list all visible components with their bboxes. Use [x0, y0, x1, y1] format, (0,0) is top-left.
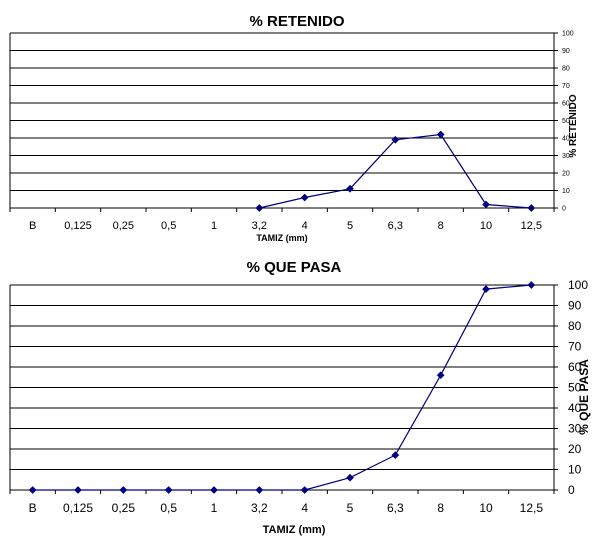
data-point-marker — [528, 204, 535, 211]
data-point-marker — [74, 486, 81, 493]
x-tick-label: 0,125 — [64, 220, 92, 232]
data-point-marker — [29, 486, 36, 493]
y-tick-label: 80 — [568, 319, 582, 333]
x-axis-ticks: B 0,125 0,25 0,5 1 3,2 4 5 6,3 8 10 12,5 — [29, 501, 544, 515]
y-tick-label: 20 — [568, 442, 582, 456]
chart-title: % RETENIDO — [249, 13, 344, 30]
x-tick-label: B — [29, 220, 36, 232]
y-tick-label: 100 — [562, 30, 574, 37]
data-point-marker — [165, 486, 172, 493]
data-series — [256, 131, 535, 212]
x-tick-label: 0,5 — [160, 501, 177, 515]
series-line — [259, 135, 531, 209]
x-tick-label: 0,25 — [113, 220, 134, 232]
data-point-marker — [301, 486, 308, 493]
y-axis-label: % RETENIDO — [568, 94, 579, 158]
y-tick-label: 90 — [568, 299, 582, 313]
y-tick-label: 100 — [568, 278, 588, 292]
y-tick-label: 80 — [562, 65, 570, 72]
y-tick-label: 70 — [562, 83, 570, 90]
x-tick-label: 4 — [302, 220, 308, 232]
y-tick-label: 20 — [562, 170, 570, 177]
y-tick-label: 10 — [568, 463, 582, 477]
data-point-marker — [482, 201, 489, 208]
x-axis-ticks: B 0,125 0,25 0,5 1 3,2 4 5 6,3 8 10 12,5 — [29, 220, 542, 232]
x-axis-label: TAMIZ (mm) — [256, 233, 307, 243]
y-tick-label: 90 — [562, 48, 570, 55]
x-tick-label: 6,3 — [387, 501, 404, 515]
plot-frame — [10, 285, 554, 494]
x-axis-label: TAMIZ (mm) — [263, 524, 326, 536]
x-tick-label: 10 — [479, 501, 493, 515]
data-point-marker — [482, 286, 489, 293]
y-axis-label: % QUE PASA — [577, 359, 591, 435]
x-tick-label: 0,125 — [63, 501, 93, 515]
x-tick-label: 8 — [438, 220, 444, 232]
data-point-marker — [528, 281, 535, 288]
y-tick-label: 0 — [562, 205, 566, 212]
x-tick-label: 3,2 — [252, 220, 267, 232]
data-point-marker — [120, 486, 127, 493]
x-tick-label: 5 — [347, 220, 353, 232]
data-point-marker — [392, 452, 399, 459]
plot-frame — [10, 33, 554, 212]
x-tick-label: 6,3 — [388, 220, 403, 232]
x-tick-label: 3,2 — [251, 501, 268, 515]
x-tick-label: 12,5 — [520, 501, 544, 515]
data-point-marker — [210, 486, 217, 493]
y-tick-label: 10 — [562, 188, 570, 195]
x-tick-label: 4 — [301, 501, 308, 515]
x-tick-label: 0,5 — [161, 220, 176, 232]
chart-title: % QUE PASA — [247, 259, 342, 276]
x-tick-label: 1 — [211, 220, 217, 232]
data-point-marker — [256, 486, 263, 493]
x-tick-label: 10 — [480, 220, 492, 232]
data-point-marker — [256, 204, 263, 211]
data-point-marker — [437, 372, 444, 379]
data-point-marker — [346, 474, 353, 481]
x-tick-label: 12,5 — [521, 220, 542, 232]
grid-lines — [10, 33, 554, 208]
data-point-marker — [301, 194, 308, 201]
y-tick-label: 0 — [568, 483, 575, 497]
x-tick-label: 8 — [437, 501, 444, 515]
x-tick-label: B — [29, 501, 37, 515]
y-tick-label: 70 — [568, 340, 582, 354]
x-tick-label: 5 — [347, 501, 354, 515]
data-point-marker — [437, 131, 444, 138]
x-tick-label: 1 — [211, 501, 218, 515]
x-tick-label: 0,25 — [112, 501, 136, 515]
